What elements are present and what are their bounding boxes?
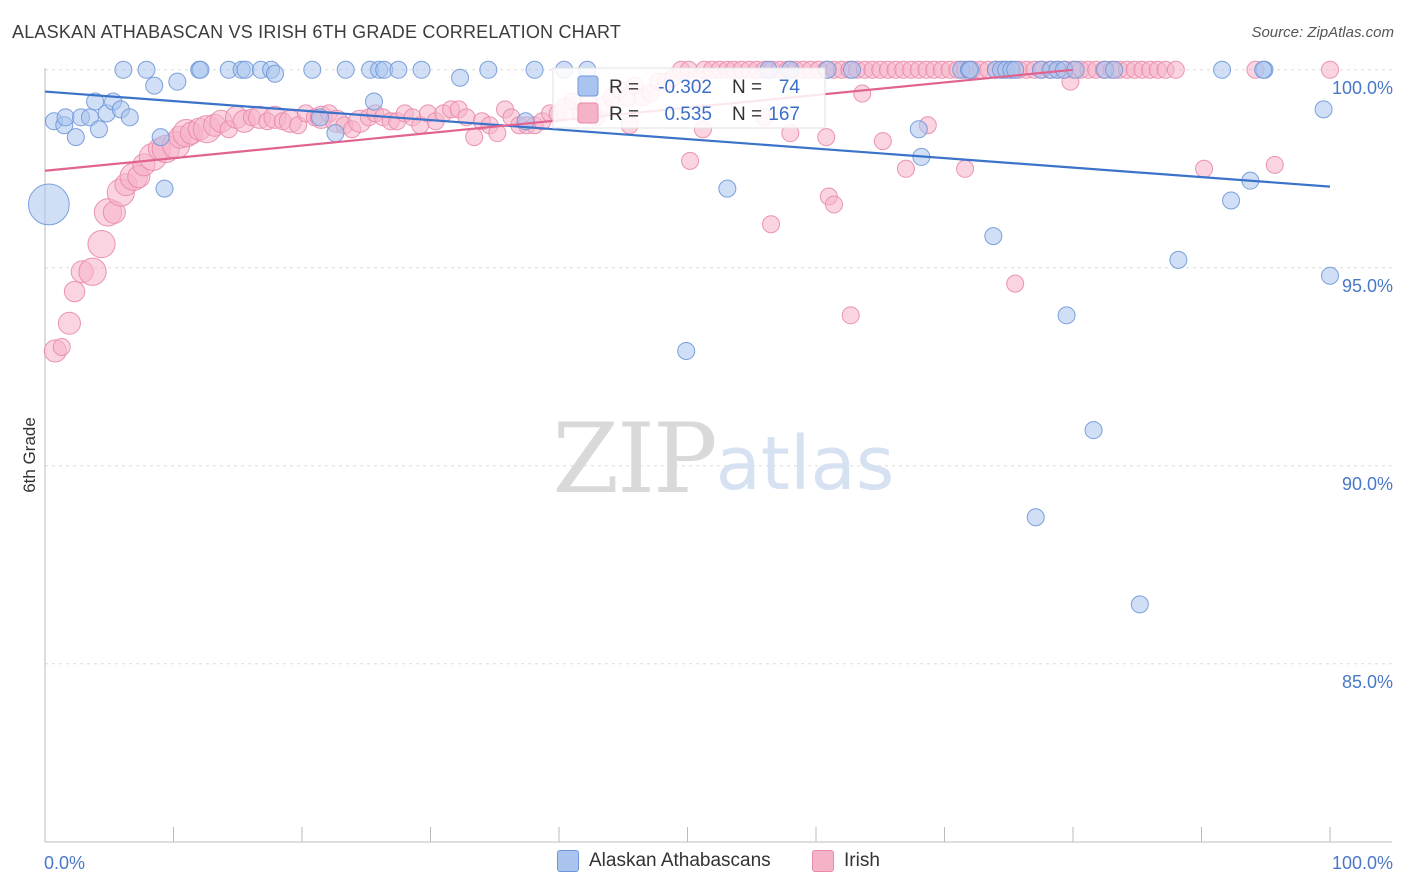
legend-n-label: N = bbox=[732, 77, 762, 98]
legend-r-label: R = bbox=[609, 77, 639, 98]
trend-line-alaskan-athabascans bbox=[44, 90, 1331, 188]
watermark: ZIP atlas bbox=[552, 403, 894, 515]
grid bbox=[45, 69, 1392, 665]
data-point bbox=[87, 229, 116, 259]
data-points bbox=[27, 60, 1339, 614]
watermark-atlas: atlas bbox=[716, 421, 895, 507]
data-point bbox=[1265, 155, 1284, 174]
legend-stats-swatch-irish bbox=[577, 102, 599, 124]
data-point bbox=[114, 60, 133, 79]
data-point bbox=[1321, 266, 1339, 285]
series-alaskan-athabascans bbox=[27, 60, 1339, 614]
legend-swatch-alaskan-athabascans bbox=[557, 850, 579, 872]
x-tick-label-left: 0.0% bbox=[44, 853, 85, 873]
data-point bbox=[718, 179, 737, 198]
axes: 100.0% 95.0% 90.0% 85.0% 0.0% 100.0% bbox=[44, 68, 1393, 873]
data-point bbox=[1213, 60, 1232, 79]
data-point bbox=[842, 60, 861, 79]
data-point bbox=[873, 132, 892, 151]
legend-n-label: N = bbox=[732, 104, 762, 125]
data-point bbox=[1006, 274, 1025, 293]
data-point bbox=[841, 306, 860, 325]
data-point bbox=[1105, 60, 1124, 79]
data-point bbox=[389, 60, 408, 79]
data-point bbox=[1314, 100, 1333, 119]
data-point bbox=[56, 108, 75, 127]
watermark-zip: ZIP bbox=[552, 403, 715, 515]
data-point bbox=[853, 84, 872, 103]
data-point bbox=[412, 60, 431, 79]
chart-title: ALASKAN ATHABASCAN VS IRISH 6TH GRADE CO… bbox=[12, 22, 622, 42]
data-point bbox=[266, 64, 285, 83]
legend-n-value-irish: 167 bbox=[768, 104, 800, 125]
chart-source: Source: ZipAtlas.com bbox=[1251, 24, 1394, 41]
data-point bbox=[677, 341, 696, 360]
legend-label-irish: Irish bbox=[844, 850, 880, 871]
data-point bbox=[1166, 60, 1185, 79]
x-tick-label-right: 100.0% bbox=[1332, 853, 1393, 873]
data-point bbox=[956, 159, 975, 178]
legend-swatch-irish bbox=[812, 850, 834, 872]
data-point bbox=[145, 76, 164, 95]
legend-stats-swatch-alaskan-athabascans bbox=[577, 75, 599, 97]
legend-stats: R = -0.302 N = 74 R = 0.535 N = 167 bbox=[552, 67, 826, 129]
data-point bbox=[479, 60, 498, 79]
data-point bbox=[86, 92, 105, 111]
data-point bbox=[1169, 250, 1188, 269]
data-point bbox=[155, 179, 174, 198]
legend-item-irish: Irish bbox=[812, 850, 880, 872]
data-point bbox=[451, 68, 470, 87]
data-point bbox=[896, 159, 915, 178]
data-point bbox=[1130, 595, 1149, 614]
data-point bbox=[525, 60, 544, 79]
data-point bbox=[326, 124, 345, 143]
data-point bbox=[336, 60, 355, 79]
data-point bbox=[236, 60, 255, 79]
legend-bottom: Alaskan Athabascans Irish bbox=[0, 850, 1406, 880]
data-point bbox=[120, 108, 139, 127]
legend-r-label: R = bbox=[609, 104, 639, 125]
data-point bbox=[1195, 159, 1214, 178]
data-point bbox=[137, 60, 156, 79]
data-point bbox=[681, 151, 700, 170]
data-point bbox=[824, 195, 843, 214]
data-point bbox=[63, 280, 86, 303]
data-point bbox=[78, 257, 107, 286]
legend-r-value-irish: 0.535 bbox=[664, 104, 712, 125]
y-tick-label: 85.0% bbox=[1342, 672, 1393, 692]
data-point bbox=[1084, 421, 1103, 440]
legend-label-alaskan-athabascans: Alaskan Athabascans bbox=[589, 850, 771, 871]
data-point bbox=[151, 128, 170, 147]
data-point bbox=[1321, 60, 1339, 79]
data-point bbox=[303, 60, 322, 79]
data-point bbox=[364, 92, 383, 111]
data-point bbox=[984, 227, 1003, 246]
data-point bbox=[168, 72, 187, 91]
legend-n-value-alaskan-athabascans: 74 bbox=[779, 77, 801, 98]
legend-r-value-alaskan-athabascans: -0.302 bbox=[658, 77, 712, 98]
data-point bbox=[1222, 191, 1241, 210]
data-point bbox=[762, 215, 781, 234]
data-point bbox=[817, 128, 836, 147]
data-point bbox=[89, 120, 108, 139]
data-point bbox=[465, 128, 484, 147]
legend-item-alaskan-athabascans: Alaskan Athabascans bbox=[557, 850, 771, 872]
data-point bbox=[1254, 60, 1273, 79]
data-point bbox=[57, 311, 81, 335]
data-point bbox=[961, 60, 980, 79]
y-tick-label: 95.0% bbox=[1342, 276, 1393, 296]
y-tick-label: 100.0% bbox=[1332, 78, 1393, 98]
data-point bbox=[27, 183, 70, 226]
data-point bbox=[66, 128, 85, 147]
y-tick-label: 90.0% bbox=[1342, 474, 1393, 494]
data-point bbox=[909, 120, 928, 139]
data-point bbox=[516, 112, 535, 131]
data-point bbox=[1057, 306, 1076, 325]
data-point bbox=[1026, 508, 1045, 527]
data-point bbox=[52, 338, 71, 356]
data-point bbox=[191, 60, 210, 79]
y-axis-label: 6th Grade bbox=[20, 417, 39, 493]
